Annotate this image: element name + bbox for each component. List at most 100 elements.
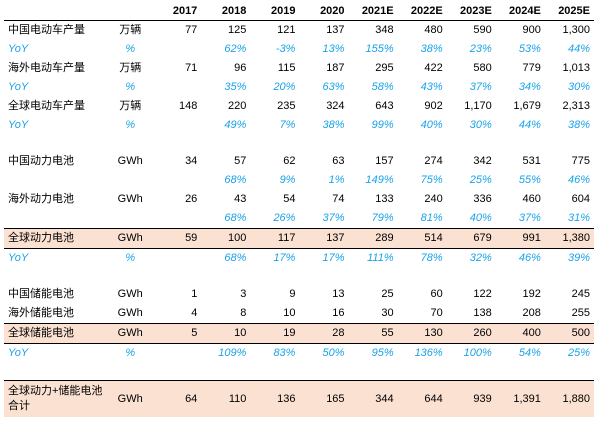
value-cell: 20% [273,81,296,93]
value-cell: 34 [185,155,198,167]
value-cell: 10 [283,307,296,319]
value-cell: 245 [571,288,590,300]
row-label: 全球电动车产量 [8,100,85,112]
row-unit: % [125,252,136,264]
value-cell: 49% [224,119,247,131]
value-cell: 1,391 [495,380,545,417]
value-cell: 68% [224,252,247,264]
value-cell: 38% [420,43,443,55]
value-cell: 30% [567,81,590,93]
header-row: 2017 2018 2019 2020 2021E 2022E 2023E 20… [4,2,594,21]
value-cell: 480 [424,24,443,36]
value-cell: 240 [424,193,443,205]
spacer-row [4,135,594,152]
yoy-row: YoY% 49% 7% 38% 99% 40% 30% 44% 38% [4,116,594,135]
value-cell: 70 [430,307,443,319]
value-cell: 5 [152,323,202,344]
value-cell: 30% [469,119,492,131]
header-year: 2023E [446,2,496,21]
value-cell: 68% [224,174,247,186]
value-cell: 100% [463,347,492,359]
value-cell: 75% [420,174,443,186]
value-cell: 23% [469,43,492,55]
value-cell: 137 [326,24,345,36]
row-unit: GWh [117,307,143,319]
spacer-row [4,363,594,381]
value-cell: 50% [322,347,345,359]
value-cell: 46% [518,252,541,264]
row-label: YoY [8,43,29,55]
row-label: 中国储能电池 [8,288,74,300]
value-cell: 25% [469,174,492,186]
yoy-row: YoY% 68% 17% 17% 111% 78% 32% 46% 39% [4,249,594,269]
value-cell: 43% [420,81,443,93]
table-row: 海外动力电池 GWh 26 43 54 74 133 240 336 460 604 [4,190,594,209]
table-row: 海外电动车产量 万辆 71 96 115 187 295 422 580 779 1,013 [4,59,594,78]
value-cell: 4 [191,307,198,319]
value-cell: 779 [522,62,541,74]
value-cell: 57 [234,155,247,167]
value-cell: 54% [518,347,541,359]
value-cell: 9 [289,288,296,300]
value-cell: 157 [375,155,394,167]
table-row: 海外储能电池 GWh 4 8 10 16 30 70 138 208 255 [4,304,594,324]
value-cell: 17% [322,252,345,264]
value-cell: 40% [469,212,492,224]
value-cell: 46% [567,174,590,186]
value-cell: 117 [250,228,300,249]
row-label: 全球动力+储能电池合计 [4,380,109,417]
table-body: 中国电动车产量 万辆 77 125 121 137 348 480 590 900 1,300 YoY… [4,21,594,417]
value-cell: 344 [348,380,398,417]
header-name-cell [4,2,109,21]
row-label [4,171,108,190]
value-cell: 19 [250,323,300,344]
yoy-row: YoY% 62% -3% 13% 155% 38% 23% 53% 44% [4,40,594,59]
value-cell: 111% [367,252,394,264]
value-cell: 514 [397,228,447,249]
row-label: 中国动力电池 [8,155,74,167]
value-cell: 274 [424,155,443,167]
value-cell: 78% [420,252,443,264]
row-unit: % [125,81,136,93]
value-cell [152,78,201,97]
value-cell: 100 [201,228,251,249]
value-cell: 1,170 [464,100,492,112]
row-unit: GWh [108,228,153,249]
header-year: 2025E [544,2,594,21]
value-cell: 1,380 [544,228,594,249]
value-cell: 187 [326,62,345,74]
value-cell: 37% [322,212,345,224]
value-cell: 28 [299,323,349,344]
value-cell: 900 [522,24,541,36]
value-cell: 30 [381,307,394,319]
row-label: 全球动力电池 [4,228,109,249]
value-cell: 136% [414,347,443,359]
header-year: 2021E [348,2,398,21]
value-cell: 26 [185,193,198,205]
row-label: 海外电动车产量 [8,62,85,74]
value-cell: 25 [381,288,394,300]
value-cell: 1,013 [562,62,590,74]
value-cell: 289 [348,228,398,249]
value-cell: 235 [277,100,296,112]
value-cell: 32% [469,252,492,264]
yoy-row: YoY% 35% 20% 63% 58% 43% 37% 34% 30% [4,78,594,97]
value-cell: 77 [185,24,198,36]
row-label: YoY [8,347,29,359]
table-row: 中国动力电池 GWh 34 57 62 63 157 274 342 531 775 [4,152,594,171]
value-cell: 59 [152,228,202,249]
value-cell: 110 [201,380,251,417]
yoy-row: YoY% 109% 83% 50% 95% 136% 100% 54% 25% [4,344,594,364]
value-cell: 1,300 [562,24,590,36]
value-cell: 8 [240,307,247,319]
row-label [4,209,108,229]
value-cell: 590 [473,24,492,36]
value-cell: 54 [283,193,296,205]
spacer-cell [4,268,594,285]
value-cell: 531 [522,155,541,167]
table-row: 中国电动车产量 万辆 77 125 121 137 348 480 590 900 1,300 [4,21,594,41]
value-cell: 34% [518,81,541,93]
value-cell: 643 [375,100,394,112]
value-cell: 775 [571,155,590,167]
value-cell: 220 [228,100,247,112]
